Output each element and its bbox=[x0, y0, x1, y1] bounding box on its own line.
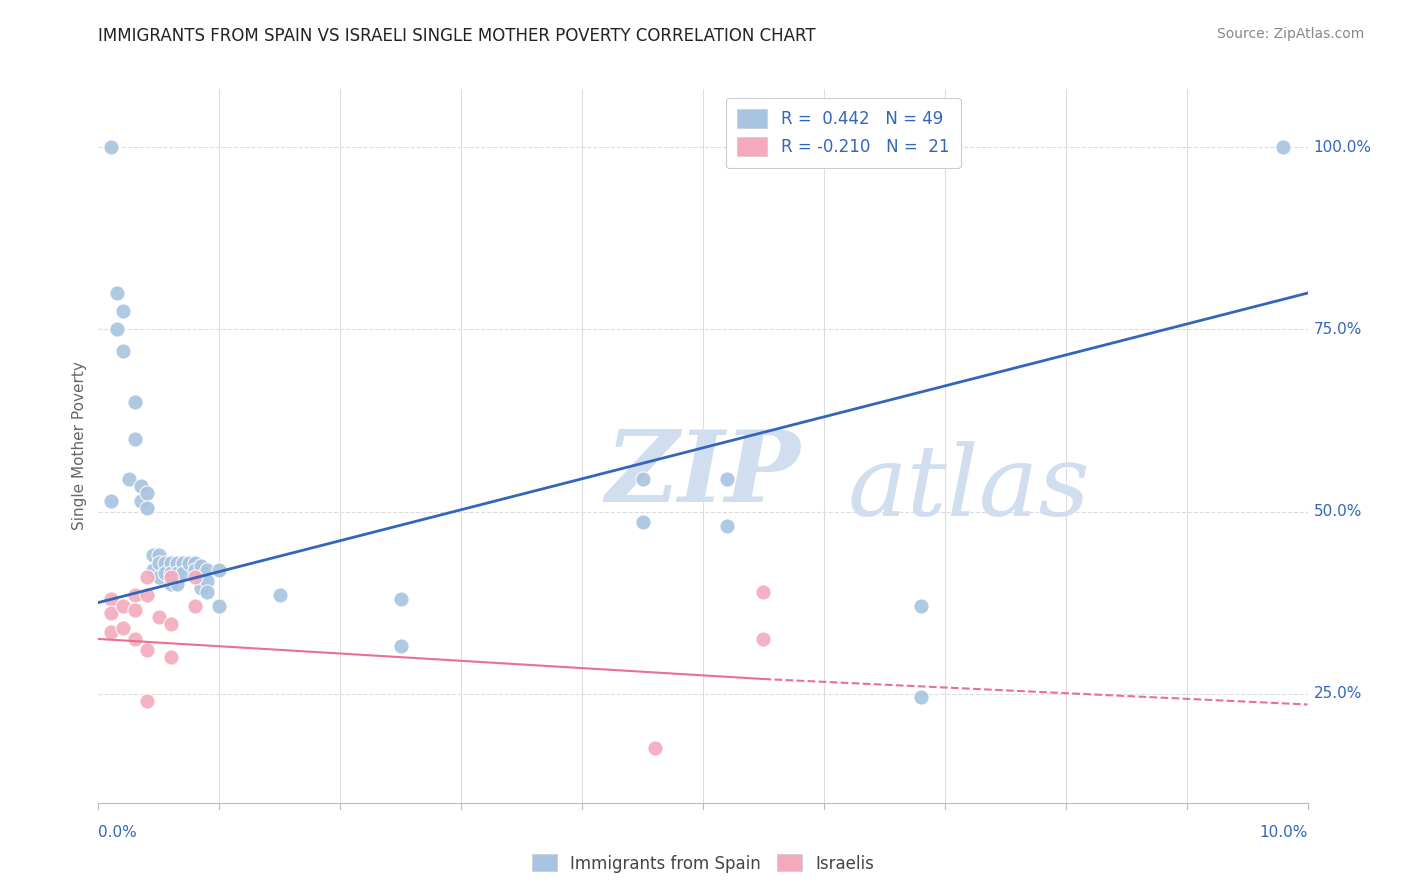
Legend: R =  0.442   N = 49, R = -0.210   N =  21: R = 0.442 N = 49, R = -0.210 N = 21 bbox=[725, 97, 960, 168]
Point bbox=[166, 566, 188, 581]
Point bbox=[100, 591, 122, 606]
Point bbox=[160, 650, 183, 665]
Point bbox=[135, 486, 157, 500]
Point bbox=[160, 566, 183, 581]
Point bbox=[135, 588, 157, 602]
Point bbox=[195, 574, 218, 588]
Point bbox=[100, 140, 122, 154]
Point bbox=[118, 472, 141, 486]
Point bbox=[153, 566, 176, 581]
Point bbox=[129, 493, 152, 508]
Point bbox=[105, 322, 128, 336]
Point bbox=[160, 556, 183, 570]
Point bbox=[172, 566, 194, 581]
Point bbox=[190, 581, 212, 595]
Point bbox=[142, 563, 165, 577]
Text: 100.0%: 100.0% bbox=[1313, 140, 1372, 155]
Point bbox=[184, 570, 207, 584]
Point bbox=[148, 570, 170, 584]
Point bbox=[269, 588, 291, 602]
Legend: Immigrants from Spain, Israelis: Immigrants from Spain, Israelis bbox=[524, 847, 882, 880]
Point bbox=[172, 556, 194, 570]
Point bbox=[100, 493, 122, 508]
Point bbox=[195, 584, 218, 599]
Point bbox=[148, 556, 170, 570]
Point bbox=[208, 599, 231, 614]
Point bbox=[190, 559, 212, 574]
Text: ZIP: ZIP bbox=[606, 426, 800, 523]
Point bbox=[184, 599, 207, 614]
Y-axis label: Single Mother Poverty: Single Mother Poverty bbox=[72, 361, 87, 531]
Point bbox=[389, 591, 412, 606]
Point bbox=[124, 395, 146, 409]
Point bbox=[644, 741, 666, 756]
Point bbox=[184, 563, 207, 577]
Point bbox=[389, 639, 412, 653]
Point bbox=[752, 632, 775, 646]
Text: atlas: atlas bbox=[848, 442, 1091, 536]
Point bbox=[160, 617, 183, 632]
Point bbox=[129, 479, 152, 493]
Point bbox=[111, 344, 134, 359]
Point bbox=[135, 694, 157, 708]
Point bbox=[100, 607, 122, 621]
Point bbox=[135, 570, 157, 584]
Point bbox=[752, 584, 775, 599]
Point bbox=[124, 632, 146, 646]
Point bbox=[124, 432, 146, 446]
Text: 75.0%: 75.0% bbox=[1313, 322, 1362, 337]
Point bbox=[166, 577, 188, 591]
Point bbox=[124, 603, 146, 617]
Point bbox=[124, 588, 146, 602]
Point bbox=[1272, 140, 1295, 154]
Point bbox=[179, 556, 201, 570]
Point bbox=[166, 556, 188, 570]
Point bbox=[208, 563, 231, 577]
Point bbox=[100, 624, 122, 639]
Point bbox=[716, 519, 738, 533]
Point bbox=[631, 472, 654, 486]
Text: 0.0%: 0.0% bbox=[98, 824, 138, 839]
Point bbox=[105, 286, 128, 301]
Point bbox=[111, 599, 134, 614]
Point bbox=[910, 599, 932, 614]
Point bbox=[716, 472, 738, 486]
Point bbox=[148, 548, 170, 562]
Point bbox=[111, 304, 134, 318]
Point bbox=[153, 556, 176, 570]
Point bbox=[160, 570, 183, 584]
Text: Source: ZipAtlas.com: Source: ZipAtlas.com bbox=[1216, 27, 1364, 41]
Point bbox=[148, 610, 170, 624]
Text: 50.0%: 50.0% bbox=[1313, 504, 1362, 519]
Point bbox=[142, 548, 165, 562]
Text: 25.0%: 25.0% bbox=[1313, 686, 1362, 701]
Point bbox=[135, 643, 157, 657]
Text: IMMIGRANTS FROM SPAIN VS ISRAELI SINGLE MOTHER POVERTY CORRELATION CHART: IMMIGRANTS FROM SPAIN VS ISRAELI SINGLE … bbox=[98, 27, 815, 45]
Point bbox=[111, 621, 134, 635]
Point bbox=[160, 577, 183, 591]
Point bbox=[631, 516, 654, 530]
Point bbox=[910, 690, 932, 705]
Point bbox=[184, 556, 207, 570]
Point bbox=[135, 500, 157, 515]
Point bbox=[195, 563, 218, 577]
Text: 10.0%: 10.0% bbox=[1260, 824, 1308, 839]
Point bbox=[190, 570, 212, 584]
